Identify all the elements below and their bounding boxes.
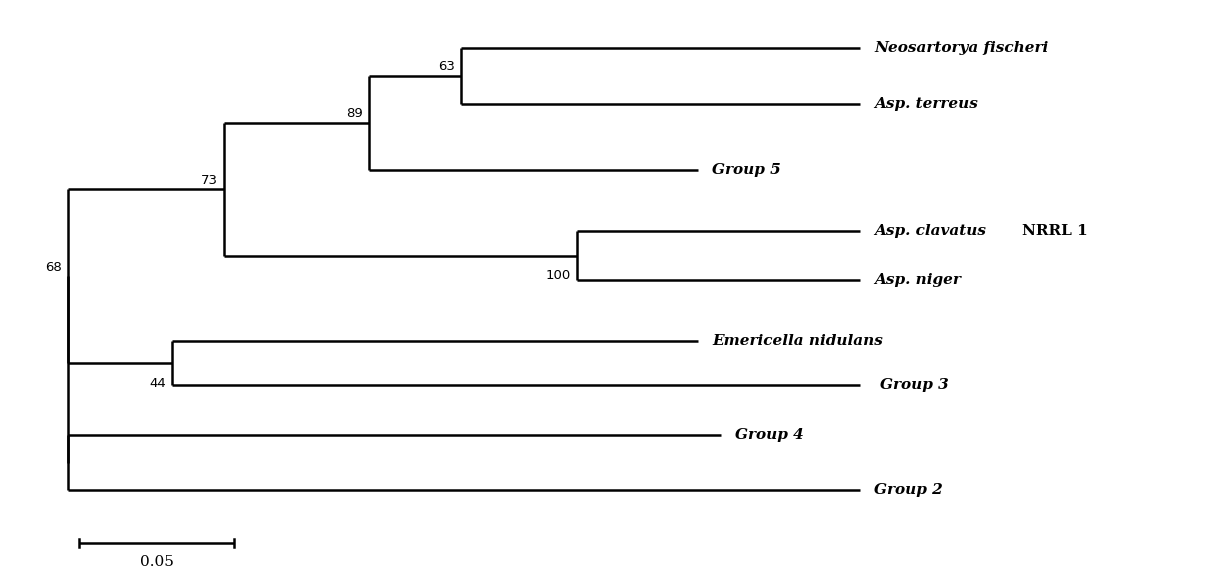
Text: Group 4: Group 4 (735, 428, 804, 442)
Text: 0.05: 0.05 (139, 555, 174, 569)
Text: Group 2: Group 2 (874, 483, 943, 498)
Text: Neosartorya fischeri: Neosartorya fischeri (874, 41, 1048, 55)
Text: Emericella nidulans: Emericella nidulans (712, 334, 883, 348)
Text: 89: 89 (346, 107, 363, 120)
Text: Asp. clavatus: Asp. clavatus (874, 223, 992, 238)
Text: 73: 73 (201, 173, 218, 187)
Text: Asp. terreus: Asp. terreus (874, 97, 978, 111)
Text: 63: 63 (439, 60, 455, 73)
Text: 44: 44 (149, 377, 166, 390)
Text: Group 3: Group 3 (879, 378, 949, 392)
Text: Group 5: Group 5 (712, 163, 781, 177)
Text: NRRL 1: NRRL 1 (1022, 223, 1088, 238)
Text: Asp. niger: Asp. niger (874, 274, 961, 287)
Text: 68: 68 (45, 260, 62, 274)
Text: 100: 100 (545, 270, 571, 282)
